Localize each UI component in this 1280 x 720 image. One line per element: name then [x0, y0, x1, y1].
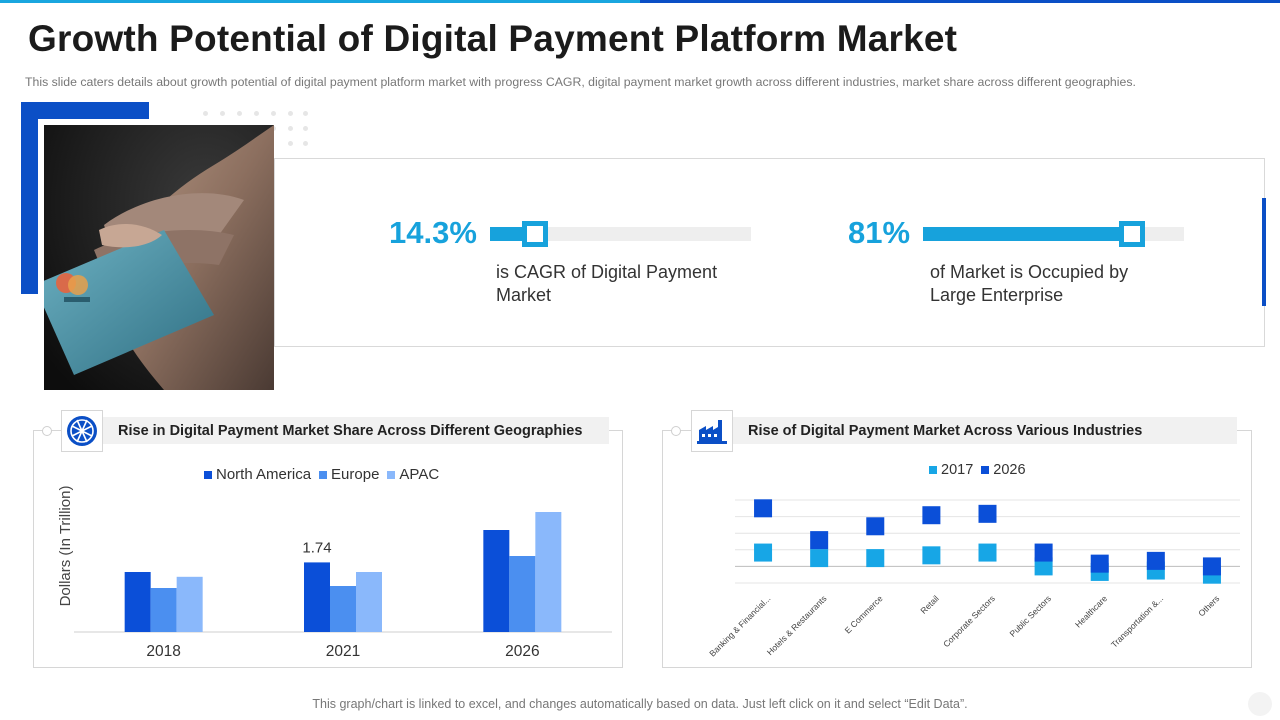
marker-2026-0 — [754, 499, 773, 518]
cagr-progress-track — [490, 221, 751, 247]
marker-2026-8 — [1202, 557, 1221, 576]
industries-scatter-chart: Banking & Financial...Hotels & Restauran… — [707, 499, 1240, 659]
top-accent-bar-light — [0, 0, 640, 3]
x-tick-label: Others — [1196, 593, 1221, 618]
enterprise-progress-fill — [923, 227, 1134, 241]
marker-2026-2 — [866, 517, 885, 536]
marker-2017-3 — [922, 546, 941, 565]
x-tick-label: Healthcare — [1073, 593, 1109, 629]
x-tick-label: Hotels & Restaurants — [765, 593, 829, 657]
stats-panel — [274, 158, 1265, 347]
decorative-frame-horizontal — [21, 102, 149, 119]
bar-north-america-2021 — [304, 562, 330, 632]
enterprise-share-label: of Market is Occupied by Large Enterpris… — [930, 262, 1129, 305]
legend-europe: Europe — [319, 466, 379, 483]
stats-panel-accent — [1262, 198, 1266, 306]
marker-2026-5 — [1034, 543, 1053, 562]
slide-subtitle: This slide caters details about growth p… — [25, 75, 1136, 89]
bar-north-america-2018 — [124, 572, 151, 632]
marker-2017-1 — [810, 549, 829, 568]
x-tick-label: Corporate Sectors — [941, 593, 997, 649]
marker-2026-3 — [922, 506, 941, 525]
industries-panel-title: Rise of Digital Payment Market Across Va… — [748, 423, 1143, 439]
x-tick-label: Public Sectors — [1008, 593, 1053, 638]
y-axis-label: Dollars (In Trillion) — [57, 486, 74, 607]
factory-icon-box — [691, 410, 733, 452]
bar-europe-2026 — [509, 556, 536, 632]
marker-2017-4 — [978, 543, 997, 562]
x-tick-label: 2021 — [326, 643, 360, 660]
panel-connector-dot — [42, 426, 52, 436]
geographies-bar-chart: Dollars (In Trillion) 2018 2021 2026 1.74 — [57, 486, 612, 660]
top-accent-bar-dark — [640, 0, 1280, 3]
bar-europe-2021 — [330, 586, 356, 632]
data-label: 1.74 — [302, 539, 331, 556]
cagr-label: is CAGR of Digital Payment Market — [496, 262, 718, 305]
bar-apac-2026 — [535, 512, 562, 632]
globe-icon-box — [61, 410, 103, 452]
factory-icon — [697, 420, 727, 444]
bar-apac-2021 — [356, 572, 382, 632]
x-tick-label: Retail — [918, 593, 941, 616]
geographies-panel-title: Rise in Digital Payment Market Share Acr… — [118, 423, 583, 439]
legend-north-america: North America — [204, 466, 311, 483]
marker-2026-7 — [1146, 551, 1165, 570]
x-tick-label: Transportation &... — [1109, 593, 1165, 649]
corner-decoration — [1248, 692, 1272, 716]
decorative-frame-vertical — [21, 102, 38, 294]
marker-2026-1 — [810, 531, 829, 550]
industries-panel-header — [733, 417, 1237, 444]
bar-apac-2018 — [176, 576, 203, 632]
marker-2026-4 — [978, 504, 997, 523]
legend-2026: 2026 — [981, 462, 1026, 478]
footer-note: This graph/chart is linked to excel, and… — [312, 697, 968, 711]
marker-2017-5 — [1034, 557, 1053, 576]
industries-legend: 2017 2026 — [929, 462, 1034, 478]
globe-icon — [67, 416, 97, 446]
marker-2017-0 — [754, 543, 773, 562]
enterprise-progress-knob — [1119, 221, 1145, 247]
credit-card-hand-photo — [44, 125, 274, 390]
geographies-legend: North America Europe APAC — [204, 466, 447, 483]
x-tick-label: 2018 — [146, 643, 180, 660]
cagr-progress-knob — [522, 221, 548, 247]
panel-connector-dot — [671, 426, 681, 436]
bar-north-america-2026 — [483, 530, 510, 632]
enterprise-progress-track — [923, 221, 1184, 247]
x-tick-label: 2026 — [505, 643, 539, 660]
bar-europe-2018 — [150, 588, 177, 632]
cagr-value: 14.3% — [389, 215, 477, 250]
slide-title: Growth Potential of Digital Payment Plat… — [28, 18, 958, 59]
legend-apac: APAC — [387, 466, 439, 483]
legend-2017: 2017 — [929, 462, 973, 478]
x-tick-label: E Commerce — [843, 593, 885, 635]
marker-2026-6 — [1090, 554, 1109, 573]
x-tick-label: Banking & Financial... — [707, 593, 772, 658]
enterprise-share-value: 81% — [848, 215, 911, 250]
marker-2017-2 — [866, 549, 885, 568]
geographies-panel-header — [103, 417, 609, 444]
